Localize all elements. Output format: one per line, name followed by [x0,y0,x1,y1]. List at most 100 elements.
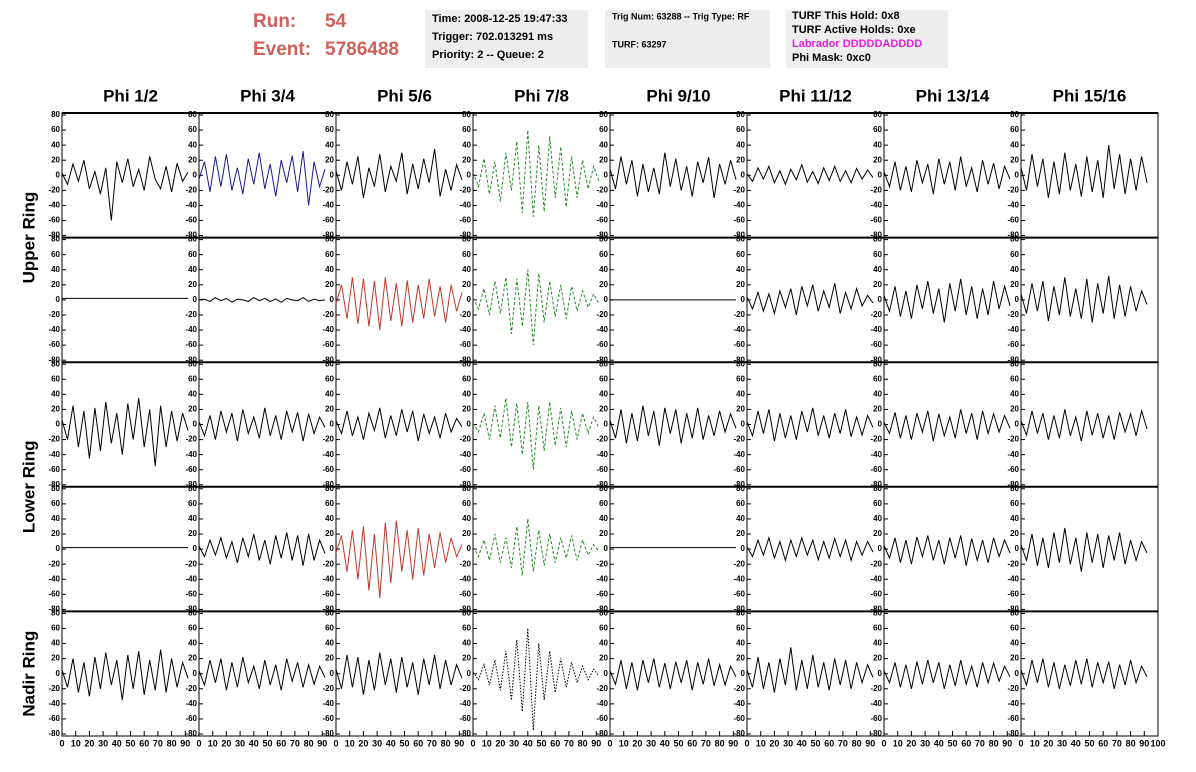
event-number: 5786488 [325,39,399,60]
waveform [746,536,874,563]
y-tick-label: 0 [56,295,61,304]
y-tick-label: 0 [467,669,472,678]
y-tick-label: 60 [188,250,197,259]
y-tick-label: 0 [330,170,335,179]
y-tick-label: 20 [325,529,334,538]
y-tick-label: 40 [1010,389,1019,398]
y-tick-label: 40 [325,514,334,523]
x-tick-label: 30 [98,738,108,748]
y-tick-label: 80 [1010,484,1019,493]
y-tick-label: -40 [733,574,745,583]
x-tick-label: 10 [208,738,218,748]
y-tick-label: 40 [51,639,60,648]
y-tick-label: -80 [870,355,882,364]
y-tick-label: -40 [48,450,60,459]
y-tick-label: -20 [596,310,608,319]
x-tick-label: 10 [619,738,629,748]
x-tick-label: 40 [249,738,259,748]
waveform [335,520,463,599]
y-tick-label: -60 [1007,714,1019,723]
y-tick-label: -60 [870,216,882,225]
y-tick-label: -40 [596,201,608,210]
y-tick-label: -20 [322,310,334,319]
y-tick-label: -20 [459,185,471,194]
y-tick-label: 40 [873,514,882,523]
y-tick-label: 0 [193,544,198,553]
y-tick-label: 60 [325,499,334,508]
column-header: Phi 9/10 [646,86,710,105]
info-line: Trigger: 702.013291 ms [432,31,553,43]
y-tick-label: -60 [1007,589,1019,598]
x-tick-label: 90 [728,738,738,748]
waveform [198,297,326,303]
waveform [472,130,600,217]
x-tick-label: 90 [1139,738,1149,748]
x-tick-label: 60 [824,738,834,748]
y-tick-label: -60 [48,589,60,598]
y-tick-label: -20 [733,559,745,568]
y-tick-label: 60 [736,125,745,134]
waveform [1020,527,1148,572]
y-tick-label: -20 [596,559,608,568]
waveform [883,156,1011,195]
x-tick-label: 90 [180,738,190,748]
panel-frame [198,486,337,612]
y-tick-label: 80 [462,110,471,119]
y-tick-label: -80 [459,480,471,489]
x-tick-label: 30 [235,738,245,748]
y-tick-label: -60 [870,589,882,598]
y-tick-label: -80 [459,729,471,738]
column-header: Phi 11/12 [779,86,852,105]
y-tick-label: -60 [185,589,197,598]
y-tick-label: 20 [51,155,60,164]
y-tick-label: 40 [325,639,334,648]
y-tick-label: 20 [599,529,608,538]
x-tick-label: 20 [358,738,368,748]
waveform [472,518,600,576]
x-tick-label: 90 [454,738,464,748]
x-tick-label: 0 [881,738,886,748]
y-tick-label: 60 [1010,374,1019,383]
y-tick-label: 60 [1010,125,1019,134]
y-tick-label: 20 [462,529,471,538]
y-tick-label: 0 [878,170,883,179]
y-tick-label: 80 [325,110,334,119]
y-tick-label: 80 [462,235,471,244]
x-tick-label: 90 [865,738,875,748]
y-tick-label: 20 [51,654,60,663]
x-tick-label: 10 [893,738,903,748]
y-tick-label: -40 [596,325,608,334]
y-tick-label: 0 [330,544,335,553]
y-tick-label: 80 [736,609,745,618]
x-tick-label: 80 [304,738,314,748]
y-tick-label: -80 [596,231,608,240]
y-tick-label: -40 [1007,325,1019,334]
y-tick-label: 60 [1010,250,1019,259]
y-tick-label: 80 [599,609,608,618]
run-number: 54 [325,11,347,32]
x-tick-label: 20 [906,738,916,748]
y-tick-label: 60 [325,374,334,383]
y-tick-label: -80 [185,605,197,614]
y-tick-label: 40 [51,265,60,274]
waveform [61,156,189,221]
y-tick-label: -60 [596,465,608,474]
x-tick-label: 70 [153,738,163,748]
y-tick-label: -60 [733,465,745,474]
y-tick-label: -40 [48,325,60,334]
y-tick-label: -80 [1007,355,1019,364]
y-tick-label: 20 [325,405,334,414]
y-tick-label: 60 [736,624,745,633]
waveform [883,409,1011,442]
y-tick-label: 80 [599,359,608,368]
y-tick-label: 0 [604,295,609,304]
x-tick-label: 70 [975,738,985,748]
waveform [472,628,600,731]
y-tick-label: 40 [873,265,882,274]
y-tick-label: -40 [1007,699,1019,708]
y-tick-label: -20 [1007,310,1019,319]
y-tick-label: 80 [1010,235,1019,244]
y-tick-label: 80 [736,484,745,493]
y-tick-label: -40 [459,699,471,708]
x-tick-label: 40 [386,738,396,748]
